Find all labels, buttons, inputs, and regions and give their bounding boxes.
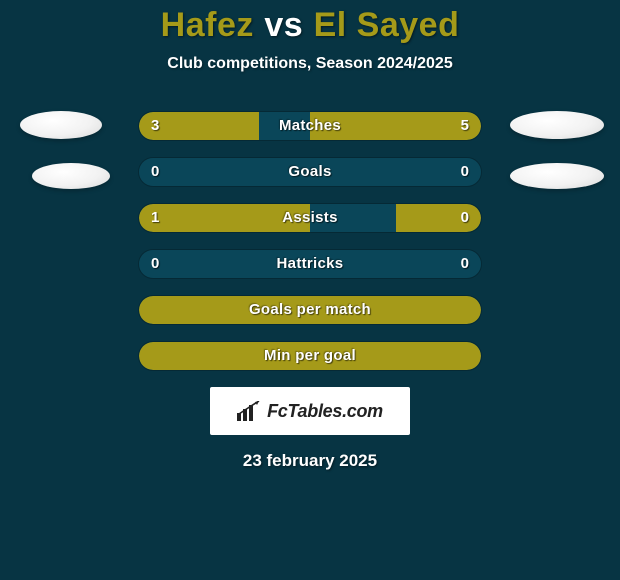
logo-box[interactable]: FcTables.com <box>210 387 410 435</box>
stat-row: 00Hattricks <box>138 249 482 279</box>
player2-avatar-top <box>510 111 604 139</box>
stat-label: Assists <box>139 204 481 232</box>
stat-label: Hattricks <box>139 250 481 278</box>
stat-label: Matches <box>139 112 481 140</box>
player1-avatar-top <box>20 111 102 139</box>
title-row: Hafez vs El Sayed <box>0 6 620 45</box>
stat-row: 35Matches <box>138 111 482 141</box>
comparison-card: Hafez vs El Sayed Club competitions, Sea… <box>0 0 620 471</box>
title-vs: vs <box>264 6 303 44</box>
logo-chart-icon <box>237 401 261 421</box>
logo-text: FcTables.com <box>267 401 383 422</box>
player2-avatar-bottom <box>510 163 604 189</box>
stat-row: 00Goals <box>138 157 482 187</box>
stat-bars: 35Matches 00Goals 10Assists 00Hattricks Goal… <box>138 111 482 371</box>
stat-row: Goals per match <box>138 295 482 325</box>
stat-row: Min per goal <box>138 341 482 371</box>
stat-row: 10Assists <box>138 203 482 233</box>
stat-label: Min per goal <box>139 342 481 370</box>
subtitle: Club competitions, Season 2024/2025 <box>0 55 620 73</box>
player1-name: Hafez <box>161 6 254 44</box>
date-line: 23 february 2025 <box>0 451 620 471</box>
player2-name: El Sayed <box>314 6 460 44</box>
stat-label: Goals <box>139 158 481 186</box>
stats-area: 35Matches 00Goals 10Assists 00Hattricks Goal… <box>0 111 620 371</box>
player1-avatar-bottom <box>32 163 110 189</box>
stat-label: Goals per match <box>139 296 481 324</box>
